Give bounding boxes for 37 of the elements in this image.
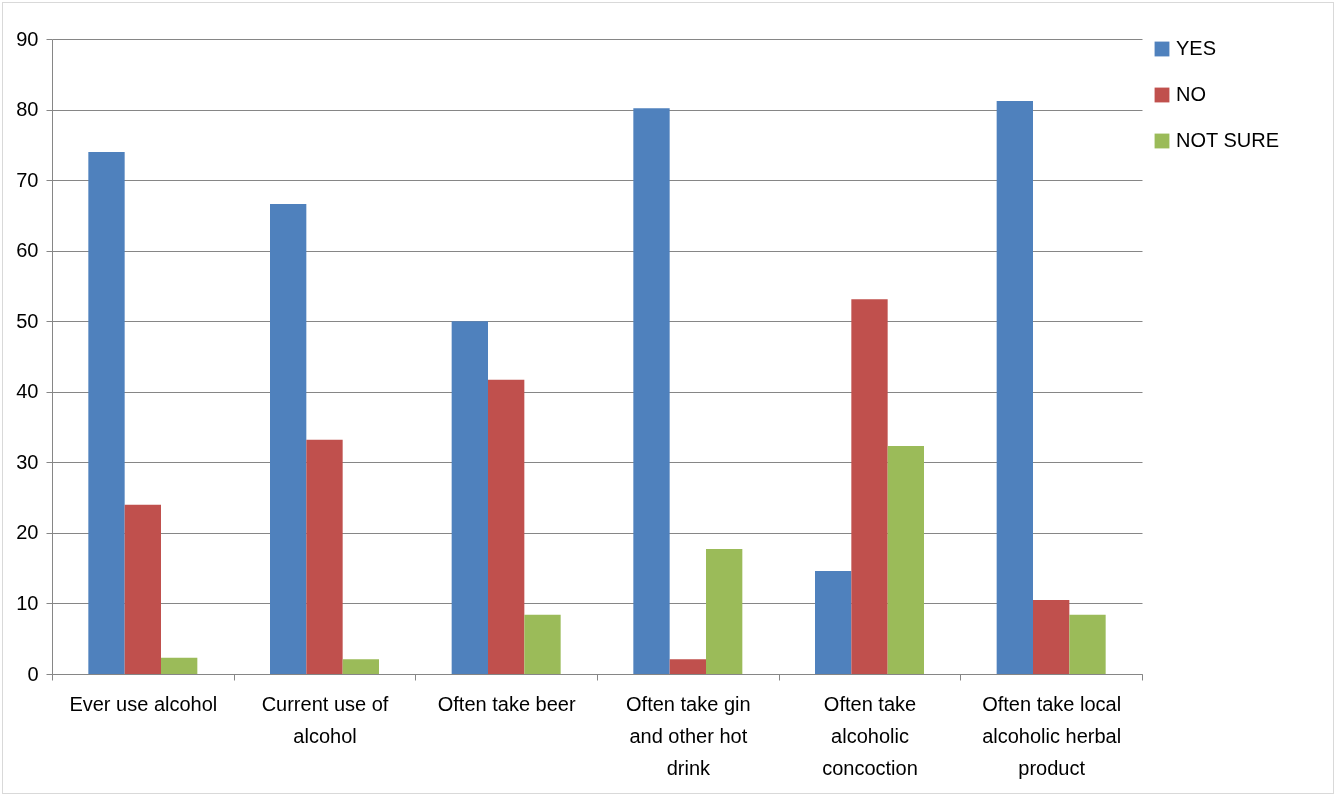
bar xyxy=(306,439,343,674)
x-tick-label: Often take gin and other hot drink xyxy=(626,692,751,779)
bar xyxy=(1033,599,1070,674)
bar xyxy=(706,549,743,674)
y-tick-label: 70 xyxy=(16,168,39,191)
bar xyxy=(887,446,924,674)
y-tick-label: 40 xyxy=(16,380,39,403)
legend-label: NOT SURE xyxy=(1176,129,1279,151)
y-tick-label: 90 xyxy=(16,27,39,50)
bar xyxy=(88,151,125,674)
legend-label: NO xyxy=(1176,83,1206,105)
bar xyxy=(451,321,488,674)
y-tick-label: 10 xyxy=(16,591,39,614)
bar xyxy=(1069,614,1106,674)
y-tick-label: 50 xyxy=(16,309,39,332)
bar xyxy=(996,101,1033,674)
bar xyxy=(161,657,198,674)
legend-label: YES xyxy=(1176,37,1217,59)
x-tick-label: Current use of alcohol xyxy=(261,692,389,747)
bar xyxy=(124,504,161,674)
bar xyxy=(270,204,307,674)
x-tick-label: Often take alcoholic concoction xyxy=(822,692,918,779)
y-tick-label: 60 xyxy=(16,239,39,262)
y-tick-label: 80 xyxy=(16,98,39,121)
y-tick-label: 30 xyxy=(16,450,39,473)
x-tick-label: Ever use alcohol xyxy=(69,692,218,715)
bar xyxy=(815,570,852,674)
bar xyxy=(669,659,706,674)
bar xyxy=(342,659,379,674)
x-tick-label: Often take beer xyxy=(437,692,576,715)
bar xyxy=(633,108,670,674)
bar xyxy=(488,379,525,674)
y-tick-label: 20 xyxy=(16,521,39,544)
y-tick-label: 0 xyxy=(27,662,39,685)
bar xyxy=(524,614,561,674)
bar xyxy=(851,299,888,674)
x-tick-label: Often take local alcoholic herbal product xyxy=(982,692,1122,779)
